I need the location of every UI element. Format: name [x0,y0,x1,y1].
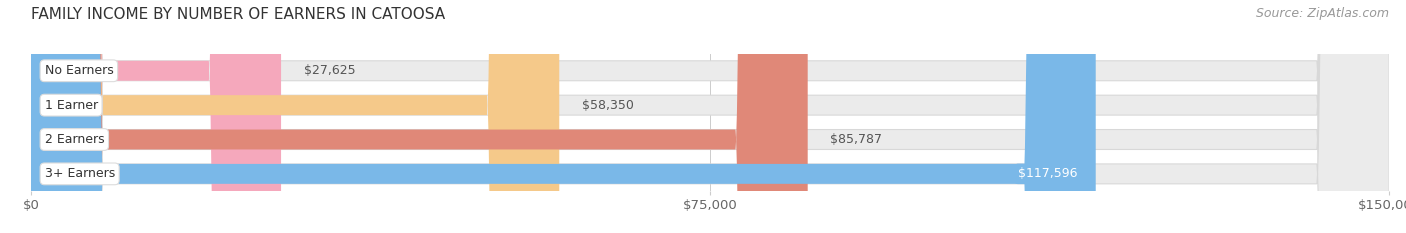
Text: 1 Earner: 1 Earner [45,99,97,112]
FancyBboxPatch shape [31,0,560,233]
FancyBboxPatch shape [31,0,281,233]
FancyBboxPatch shape [31,0,1095,233]
FancyBboxPatch shape [31,0,1389,233]
Text: 2 Earners: 2 Earners [45,133,104,146]
Text: $27,625: $27,625 [304,64,356,77]
Text: FAMILY INCOME BY NUMBER OF EARNERS IN CATOOSA: FAMILY INCOME BY NUMBER OF EARNERS IN CA… [31,7,446,22]
Text: Source: ZipAtlas.com: Source: ZipAtlas.com [1256,7,1389,20]
FancyBboxPatch shape [31,0,807,233]
Text: $85,787: $85,787 [831,133,883,146]
Text: $117,596: $117,596 [1018,167,1077,180]
Text: 3+ Earners: 3+ Earners [45,167,115,180]
Text: No Earners: No Earners [45,64,114,77]
FancyBboxPatch shape [31,0,1389,233]
FancyBboxPatch shape [31,0,1389,233]
Text: $58,350: $58,350 [582,99,634,112]
FancyBboxPatch shape [31,0,1389,233]
